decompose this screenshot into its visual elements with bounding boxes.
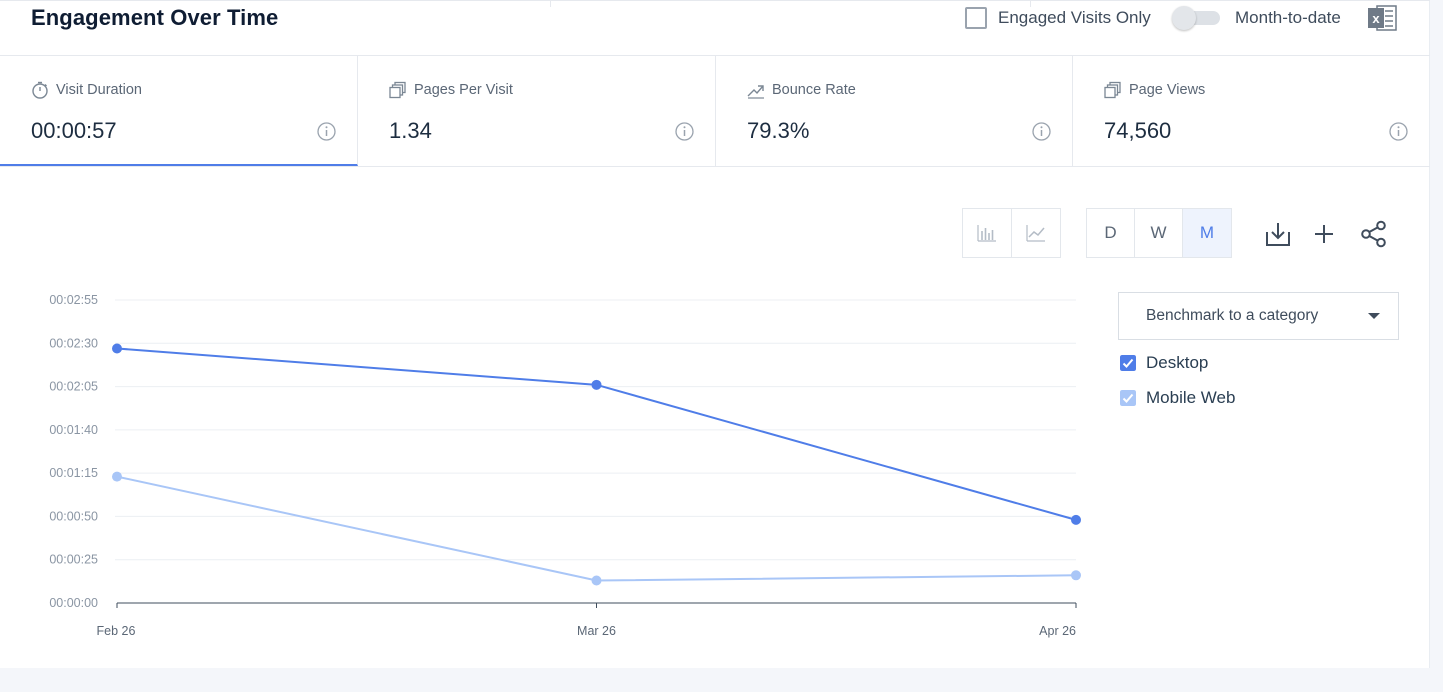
pages-icon — [1104, 81, 1121, 99]
metric-value: 1.34 — [389, 118, 432, 143]
checkbox-checked-icon[interactable] — [1120, 355, 1136, 371]
line-chart-icon — [1026, 225, 1045, 242]
data-point — [1071, 514, 1081, 525]
metric-label: Page Views — [1129, 82, 1206, 98]
metric-page-views[interactable]: Page Views 74,560 — [1073, 56, 1430, 166]
data-point — [1071, 570, 1081, 581]
y-tick-label: 00:02:30 — [49, 336, 98, 350]
pages-icon — [389, 81, 406, 99]
page-title: Engagement Over Time — [31, 5, 279, 30]
data-point — [112, 343, 122, 354]
toggle-knob — [1172, 6, 1196, 30]
data-point — [591, 379, 602, 390]
data-point — [112, 471, 122, 482]
metric-visit-duration[interactable]: Visit Duration 00:00:57 — [0, 56, 358, 166]
benchmark-dropdown[interactable]: Benchmark to a category — [1118, 292, 1399, 340]
x-tick-label: Feb 26 — [97, 624, 136, 638]
y-tick-label: 00:01:40 — [49, 423, 98, 437]
info-icon[interactable] — [1389, 122, 1408, 141]
granularity-day-button[interactable]: D — [1087, 209, 1135, 257]
engaged-visits-checkbox[interactable] — [965, 7, 987, 29]
granularity-month-button[interactable]: M — [1183, 209, 1231, 257]
y-tick-label: 00:00:50 — [49, 509, 98, 523]
bar-chart-icon — [977, 225, 996, 242]
checkbox-checked-icon[interactable] — [1120, 390, 1136, 406]
engagement-line-chart: 00:00:00 00:00:25 00:00:50 00:01:15 00:01:40… — [49, 293, 1081, 638]
top-strip-divider — [550, 1, 551, 7]
top-strip-divider — [1030, 1, 1031, 7]
metric-value: 79.3% — [747, 118, 810, 143]
y-tick-label: 00:00:00 — [49, 596, 98, 610]
chart-type-group — [962, 208, 1061, 258]
bounce-icon — [747, 85, 764, 99]
x-tick-label: Mar 26 — [577, 624, 616, 638]
engagement-card: Engagement Over Time Engaged Visits Only… — [0, 0, 1430, 668]
granularity-group: D W M — [1086, 208, 1232, 258]
benchmark-label: Benchmark to a category — [1146, 307, 1319, 324]
metric-value: 74,560 — [1104, 118, 1172, 143]
info-icon[interactable] — [675, 122, 694, 141]
add-icon[interactable] — [1310, 220, 1338, 248]
month-to-date-label: Month-to-date — [1235, 8, 1341, 27]
metric-pages-per-visit[interactable]: Pages Per Visit 1.34 — [358, 56, 716, 166]
y-tick-label: 00:02:55 — [49, 293, 98, 307]
x-tick-label: Apr 26 — [1039, 624, 1076, 638]
card-header: Engagement Over Time Engaged Visits Only… — [0, 0, 1430, 56]
legend-label: Mobile Web — [1146, 388, 1236, 407]
y-tick-label: 00:01:15 — [49, 466, 98, 480]
svg-text:x: x — [1372, 11, 1380, 26]
info-icon[interactable] — [1032, 122, 1051, 141]
top-strip — [0, 0, 1430, 7]
month-to-date-toggle[interactable] — [1172, 6, 1220, 30]
metric-label: Visit Duration — [56, 82, 142, 98]
engaged-visits-label[interactable]: Engaged Visits Only — [998, 8, 1151, 27]
bar-chart-button[interactable] — [963, 209, 1012, 257]
metric-label: Bounce Rate — [772, 82, 856, 98]
y-tick-label: 00:02:05 — [49, 380, 98, 394]
metric-label: Pages Per Visit — [414, 82, 513, 98]
legend-label: Desktop — [1146, 353, 1209, 372]
share-icon[interactable] — [1360, 220, 1388, 248]
stopwatch-icon — [32, 81, 48, 99]
info-icon[interactable] — [317, 122, 336, 141]
line-chart-button[interactable] — [1012, 209, 1061, 257]
series-line-mobile-web — [116, 475, 1077, 582]
data-point — [591, 575, 602, 586]
metric-bounce-rate[interactable]: Bounce Rate 79.3% — [716, 56, 1073, 166]
excel-export-icon[interactable]: x — [1367, 5, 1397, 31]
chevron-down-icon — [1368, 313, 1380, 319]
download-icon[interactable] — [1264, 220, 1292, 248]
series-line-desktop — [116, 347, 1077, 521]
granularity-week-button[interactable]: W — [1135, 209, 1183, 257]
metric-value: 00:00:57 — [31, 118, 117, 143]
metrics-row: Visit Duration 00:00:57 Pages Per Visit … — [0, 56, 1430, 167]
y-tick-label: 00:00:25 — [49, 553, 98, 567]
